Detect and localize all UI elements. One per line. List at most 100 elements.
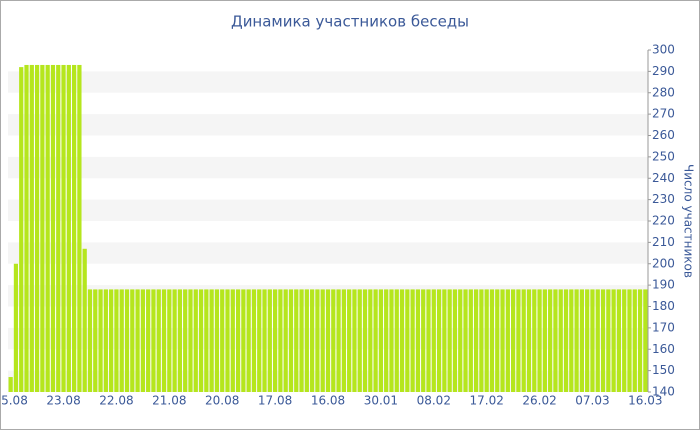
bar [352, 289, 357, 392]
bar [431, 289, 436, 392]
bar [569, 289, 574, 392]
chart-title: Динамика участников беседы [231, 13, 469, 31]
y-tick-label: 180 [652, 299, 675, 313]
bar [368, 289, 373, 392]
bar [627, 289, 632, 392]
x-tick-label: 26.02 [522, 394, 556, 408]
bar [373, 289, 378, 392]
bar [484, 289, 489, 392]
bar [304, 289, 309, 392]
bar [114, 289, 119, 392]
x-tick-label: 23.08 [46, 394, 80, 408]
bar [537, 289, 542, 392]
bar [45, 64, 50, 393]
y-tick-label: 230 [652, 192, 675, 206]
bar [452, 289, 458, 392]
bar [172, 289, 177, 392]
bar [600, 289, 606, 392]
y-tick-label: 190 [652, 278, 675, 292]
bar [183, 289, 188, 392]
bar [278, 289, 283, 392]
bar [637, 289, 643, 392]
bar [331, 289, 336, 392]
x-tick-label: 30.01 [364, 394, 398, 408]
bar [394, 289, 399, 392]
bar [479, 289, 484, 392]
bar [378, 289, 384, 392]
bar [13, 263, 19, 392]
bar [579, 289, 584, 392]
bar [442, 289, 447, 392]
bar [347, 289, 352, 392]
bar [611, 289, 616, 392]
bar [135, 289, 140, 392]
bar [109, 289, 114, 392]
bar [87, 289, 93, 392]
bar [542, 289, 547, 392]
x-tick-label: 17.02 [469, 394, 503, 408]
x-tick-label: 08.02 [417, 394, 451, 408]
bar [66, 64, 71, 393]
bar [283, 289, 288, 392]
bar [495, 289, 500, 392]
grid-band [8, 114, 648, 136]
bar [595, 289, 600, 392]
bar [294, 289, 299, 392]
y-tick-label: 160 [652, 342, 675, 356]
y-tick-label: 200 [652, 256, 675, 270]
y-tick-label: 220 [652, 214, 675, 228]
bar [77, 64, 82, 393]
bar [50, 64, 56, 393]
bar [468, 289, 473, 392]
bar [553, 289, 558, 392]
bar [310, 289, 315, 392]
y-tick-label: 270 [652, 107, 675, 121]
bar [156, 289, 161, 392]
grid-band [8, 71, 648, 93]
bar [436, 289, 442, 392]
bar [389, 289, 394, 392]
bar [325, 289, 331, 392]
bar [257, 289, 262, 392]
bar [8, 377, 13, 392]
y-tick-label: 290 [652, 64, 675, 78]
bar [98, 289, 103, 392]
bar [251, 289, 257, 392]
bar [500, 289, 505, 392]
x-tick-label: 25.08 [0, 394, 28, 408]
bar [410, 289, 415, 392]
bar [119, 289, 124, 392]
bar [643, 289, 648, 392]
y-tick-label: 150 [652, 363, 675, 377]
bar [103, 289, 108, 392]
bar [558, 289, 563, 392]
x-tick-label: 16.03 [628, 394, 662, 408]
y-tick-label: 250 [652, 149, 675, 163]
bar [193, 289, 198, 392]
bar [315, 289, 320, 392]
bar [214, 289, 220, 392]
bar [606, 289, 611, 392]
bar [622, 289, 627, 392]
bar [24, 64, 29, 393]
bar [209, 289, 214, 392]
y-tick-label: 300 [652, 43, 675, 57]
bar [421, 289, 426, 392]
bar [511, 289, 516, 392]
bar [447, 289, 452, 392]
y-tick-label: 210 [652, 235, 675, 249]
bar [616, 289, 622, 392]
bar [146, 289, 151, 392]
grid-band [8, 156, 648, 179]
bar [336, 289, 341, 392]
bar [19, 67, 24, 392]
bar [167, 289, 172, 392]
bar [357, 289, 362, 392]
bar [241, 289, 246, 392]
bar [72, 64, 77, 393]
bar [341, 289, 346, 392]
bar [526, 289, 532, 392]
bar [563, 289, 569, 392]
x-tick-label: 21.08 [152, 394, 186, 408]
bar [299, 289, 304, 392]
